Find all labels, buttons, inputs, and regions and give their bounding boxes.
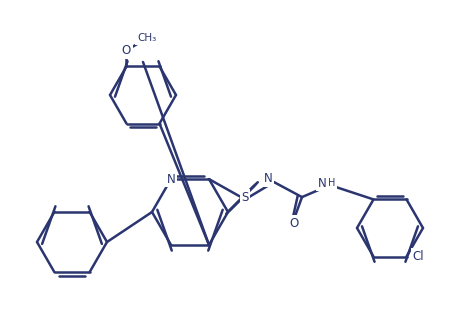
Text: Cl: Cl: [413, 250, 424, 263]
Text: O: O: [122, 44, 131, 57]
Text: N: N: [167, 172, 175, 186]
Text: N: N: [263, 172, 272, 185]
Text: H: H: [328, 178, 336, 188]
Text: N: N: [318, 177, 326, 190]
Text: CH₃: CH₃: [137, 33, 156, 43]
Text: O: O: [289, 216, 299, 230]
Text: S: S: [241, 191, 249, 204]
